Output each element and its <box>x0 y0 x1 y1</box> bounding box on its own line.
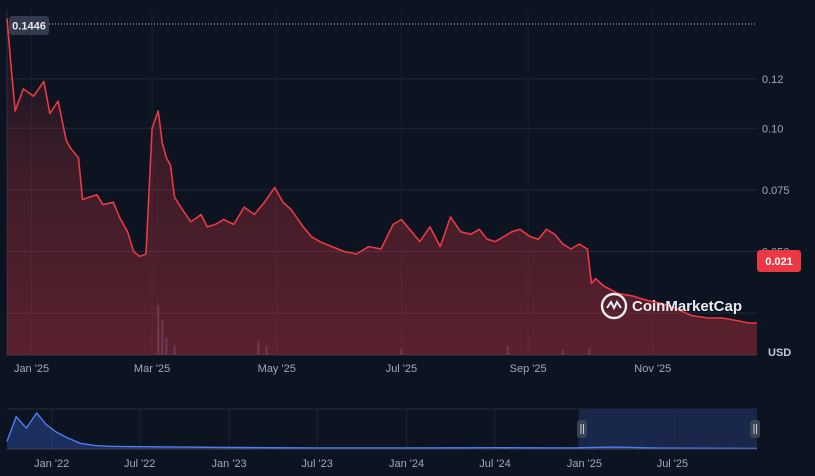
y-tick-label: 0.12 <box>762 74 783 86</box>
navigator-grid <box>51 409 673 449</box>
navigator-left-handle-body[interactable] <box>577 420 587 438</box>
navigator-x-tick-label: Jul '25 <box>657 458 688 470</box>
coinmarketcap-logo-icon <box>600 292 628 320</box>
y-tick-label: 0.10 <box>762 123 783 135</box>
y-axis-ticks: 0.120.100.0750.050 <box>762 74 790 259</box>
x-tick-label: Jul '25 <box>386 363 417 375</box>
current-price-badge <box>757 250 801 272</box>
navigator-right-handle-body[interactable] <box>750 420 760 438</box>
navigator-x-tick-label: Jul '24 <box>479 458 510 470</box>
x-tick-label: Jan '25 <box>14 363 49 375</box>
navigator-x-tick-label: Jan '22 <box>34 458 69 470</box>
x-tick-label: Nov '25 <box>634 363 671 375</box>
x-tick-label: Sep '25 <box>510 363 547 375</box>
x-axis-ticks: Jan '25 Mar '25 May '25 Jul '25 Sep '25 Nov '… <box>14 363 671 375</box>
x-tick-label: May '25 <box>258 363 296 375</box>
unit-label: USD <box>768 347 791 359</box>
navigator-line <box>6 411 758 450</box>
navigator-area <box>7 412 757 449</box>
navigator-x-tick-label: Jul '22 <box>124 458 155 470</box>
coinmarketcap-logo-wave <box>606 300 622 311</box>
navigator-x-tick-label: Jan '23 <box>212 458 247 470</box>
coinmarketcap-logo: CoinMarketCap <box>600 292 742 320</box>
navigator-left-handle[interactable] <box>577 420 587 438</box>
current-price-label: 0.021 <box>765 256 793 268</box>
high-price-badge <box>9 16 49 35</box>
navigator-x-tick-label: Jul '23 <box>301 458 332 470</box>
high-price-label: 0.1446 <box>12 21 46 33</box>
coinmarketcap-logo-text: CoinMarketCap <box>632 298 742 315</box>
navigator-selection[interactable] <box>578 409 757 449</box>
navigator-x-tick-label: Jan '25 <box>567 458 602 470</box>
price-line <box>6 18 757 324</box>
navigator-right-handle[interactable] <box>750 420 760 438</box>
navigator-x-ticks: Jan '22 Jul '22 Jan '23 Jul '23 Jan '24 Jul '… <box>34 458 688 470</box>
y-tick-label: 0.075 <box>762 185 790 197</box>
price-area <box>7 18 757 356</box>
navigator[interactable]: Jan '22 Jul '22 Jan '23 Jul '23 Jan '24 Jul '… <box>6 408 760 470</box>
navigator-x-tick-label: Jan '24 <box>389 458 424 470</box>
x-tick-label: Mar '25 <box>134 363 170 375</box>
